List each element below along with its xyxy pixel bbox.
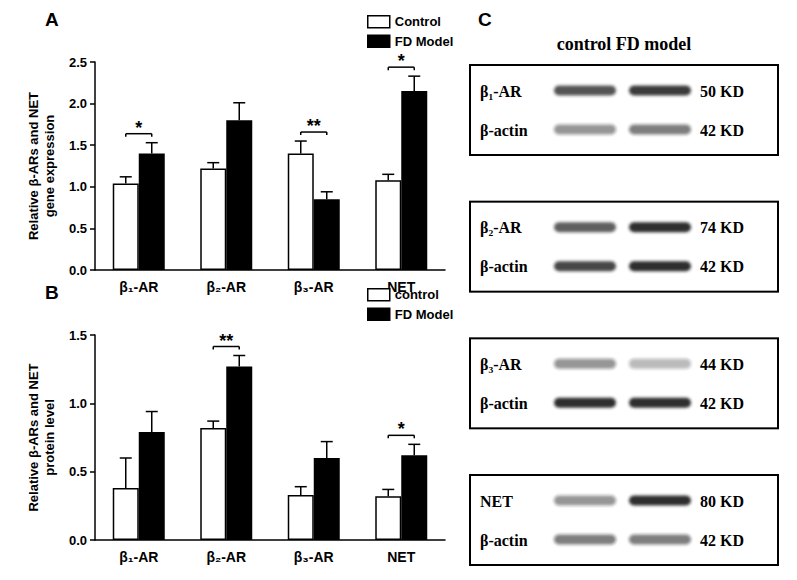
- svg-text:β₂-AR: β₂-AR: [480, 219, 522, 237]
- svg-text:1.5: 1.5: [69, 138, 87, 153]
- svg-text:β₃-AR: β₃-AR: [480, 356, 522, 374]
- svg-text:0.5: 0.5: [69, 221, 87, 236]
- svg-text:Control: Control: [395, 14, 441, 29]
- svg-text:0.0: 0.0: [69, 533, 87, 548]
- svg-text:β₃-AR: β₃-AR: [294, 279, 334, 295]
- svg-text:NET: NET: [387, 549, 415, 565]
- svg-text:β₁-AR: β₁-AR: [119, 549, 158, 565]
- svg-text:β₁-AR: β₁-AR: [480, 83, 522, 101]
- svg-text:1.0: 1.0: [69, 396, 87, 411]
- svg-text:B: B: [45, 282, 59, 303]
- svg-text:42 KD: 42 KD: [700, 122, 744, 139]
- svg-text:FD Model: FD Model: [395, 34, 454, 49]
- svg-text:2.5: 2.5: [69, 55, 87, 70]
- svg-text:gene expression: gene expression: [42, 115, 57, 218]
- svg-text:0.0: 0.0: [69, 263, 87, 278]
- svg-text:50 KD: 50 KD: [700, 83, 744, 100]
- svg-text:FD Model: FD Model: [395, 307, 454, 322]
- svg-text:β-actin: β-actin: [480, 122, 528, 140]
- svg-text:42 KD: 42 KD: [700, 532, 744, 549]
- svg-text:β₃-AR: β₃-AR: [294, 549, 334, 565]
- svg-text:β₂-AR: β₂-AR: [206, 279, 246, 295]
- svg-text:*: *: [135, 118, 142, 138]
- svg-text:Relative β-ARs and NET: Relative β-ARs and NET: [26, 363, 41, 511]
- svg-text:C: C: [478, 9, 492, 30]
- svg-text:β₁-AR: β₁-AR: [119, 279, 158, 295]
- svg-text:*: *: [398, 419, 405, 439]
- svg-text:44 KD: 44 KD: [700, 356, 744, 373]
- svg-text:protein level: protein level: [42, 399, 57, 476]
- svg-text:80 KD: 80 KD: [700, 493, 744, 510]
- svg-text:1.0: 1.0: [69, 179, 87, 194]
- svg-text:**: **: [307, 116, 321, 136]
- svg-text:0.5: 0.5: [69, 464, 87, 479]
- svg-text:Relative β-ARs and NET: Relative β-ARs and NET: [26, 92, 41, 240]
- svg-text:42 KD: 42 KD: [700, 258, 744, 275]
- svg-text:control: control: [395, 287, 439, 302]
- svg-text:β-actin: β-actin: [480, 395, 528, 413]
- svg-text:74 KD: 74 KD: [700, 219, 744, 236]
- svg-text:β-actin: β-actin: [480, 258, 528, 276]
- svg-text:β₂-AR: β₂-AR: [206, 549, 246, 565]
- svg-text:2.0: 2.0: [69, 96, 87, 111]
- svg-text:42 KD: 42 KD: [700, 395, 744, 412]
- svg-text:A: A: [45, 9, 59, 30]
- svg-text:*: *: [398, 51, 405, 71]
- svg-text:1.5: 1.5: [69, 328, 87, 343]
- svg-text:β-actin: β-actin: [480, 532, 528, 550]
- svg-text:**: **: [219, 331, 233, 351]
- svg-text:control FD model: control FD model: [557, 34, 692, 54]
- svg-text:NET: NET: [480, 493, 513, 510]
